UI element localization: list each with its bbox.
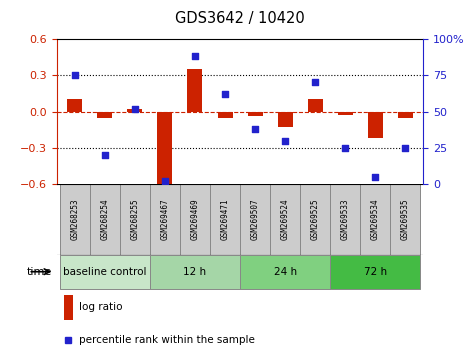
Bar bbox=[150, 184, 180, 255]
Text: GSM269471: GSM269471 bbox=[220, 199, 229, 240]
Point bbox=[191, 53, 199, 59]
Text: 12 h: 12 h bbox=[184, 267, 207, 277]
Point bbox=[101, 152, 109, 158]
Bar bbox=[240, 255, 330, 289]
Bar bbox=[120, 184, 150, 255]
Bar bbox=[64, 295, 73, 320]
Text: 72 h: 72 h bbox=[364, 267, 387, 277]
Text: GSM269507: GSM269507 bbox=[251, 199, 260, 240]
Text: GSM269469: GSM269469 bbox=[191, 199, 200, 240]
Text: log ratio: log ratio bbox=[79, 302, 122, 312]
Text: 24 h: 24 h bbox=[273, 267, 297, 277]
Bar bbox=[97, 112, 113, 118]
Bar bbox=[330, 184, 360, 255]
Bar bbox=[127, 109, 142, 112]
Text: GSM268253: GSM268253 bbox=[70, 199, 79, 240]
Point bbox=[131, 106, 139, 112]
Point bbox=[161, 178, 169, 184]
Text: GSM269534: GSM269534 bbox=[371, 199, 380, 240]
Text: GSM269467: GSM269467 bbox=[160, 199, 169, 240]
Point bbox=[342, 145, 349, 151]
Bar bbox=[247, 112, 263, 116]
Bar bbox=[270, 184, 300, 255]
Point bbox=[281, 138, 289, 143]
Text: GSM269524: GSM269524 bbox=[280, 199, 289, 240]
Bar bbox=[330, 255, 420, 289]
Bar bbox=[67, 99, 82, 112]
Bar bbox=[240, 184, 270, 255]
Text: GSM268255: GSM268255 bbox=[131, 199, 140, 240]
Point bbox=[371, 174, 379, 180]
Bar bbox=[90, 184, 120, 255]
Bar bbox=[210, 184, 240, 255]
Bar bbox=[187, 69, 202, 112]
Text: GSM269525: GSM269525 bbox=[311, 199, 320, 240]
Bar bbox=[360, 184, 390, 255]
Point bbox=[221, 91, 229, 97]
Point bbox=[402, 145, 409, 151]
Text: percentile rank within the sample: percentile rank within the sample bbox=[79, 335, 254, 344]
Bar bbox=[338, 112, 353, 115]
Bar bbox=[150, 255, 240, 289]
Point bbox=[311, 80, 319, 85]
Bar bbox=[390, 184, 420, 255]
Text: GSM268254: GSM268254 bbox=[100, 199, 109, 240]
Bar bbox=[368, 112, 383, 138]
Bar bbox=[60, 255, 150, 289]
Bar bbox=[158, 112, 173, 187]
Text: baseline control: baseline control bbox=[63, 267, 147, 277]
Bar bbox=[180, 184, 210, 255]
Text: time: time bbox=[27, 267, 52, 277]
Bar bbox=[307, 99, 323, 112]
Bar bbox=[278, 112, 293, 127]
Point bbox=[71, 73, 79, 78]
Bar bbox=[300, 184, 330, 255]
Bar bbox=[218, 112, 233, 118]
Point bbox=[251, 126, 259, 132]
Text: GDS3642 / 10420: GDS3642 / 10420 bbox=[175, 11, 305, 25]
Text: GSM269535: GSM269535 bbox=[401, 199, 410, 240]
Text: GSM269533: GSM269533 bbox=[341, 199, 350, 240]
Bar bbox=[398, 112, 413, 118]
Bar bbox=[60, 184, 90, 255]
